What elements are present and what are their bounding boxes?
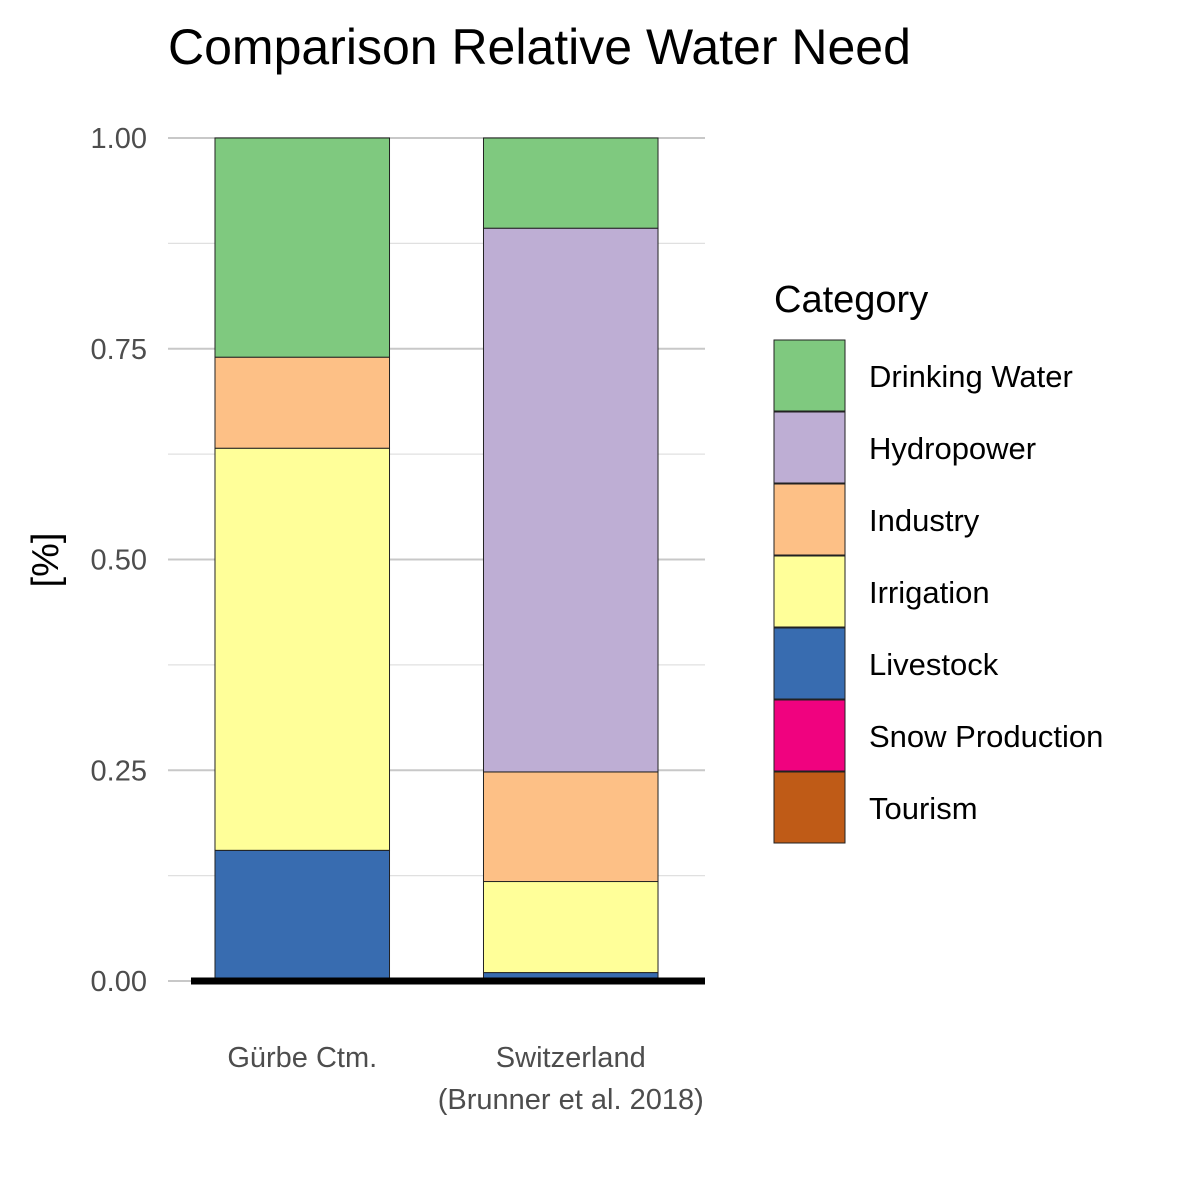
x-tick-label: (Brunner et al. 2018) [438, 1084, 704, 1116]
legend-label: Irrigation [869, 575, 990, 610]
legend-label: Industry [869, 503, 980, 538]
bar-segment-industry [482, 771, 659, 883]
bar-segment-irrigation [482, 881, 659, 974]
y-tick-label: 1.00 [91, 123, 147, 155]
legend-key-snow-production [773, 699, 846, 772]
legend-key-tourism [773, 771, 846, 844]
bar-segment-industry [214, 356, 391, 449]
x-tick-labels: Gürbe Ctm. Switzerland (Brunner et al. 201… [227, 1042, 703, 1116]
y-tick-label: 0.25 [91, 755, 147, 787]
y-tick-label: 0.50 [91, 545, 147, 577]
chart-title: Comparison Relative Water Need [168, 19, 911, 75]
legend-title: Category [774, 279, 928, 321]
x-tick-label: Switzerland [496, 1042, 646, 1074]
bar-segment-drinking-water [214, 137, 391, 358]
legend-key-drinking-water [773, 339, 846, 412]
y-tick-label: 0.00 [91, 966, 147, 998]
bars [214, 137, 659, 982]
x-tick-label: Gürbe Ctm. [227, 1042, 377, 1074]
bar-segment-drinking-water [482, 137, 659, 229]
bar-segment-hydropower [482, 227, 659, 773]
y-tick-labels: 0.00 0.25 0.50 0.75 1.00 [91, 123, 147, 998]
legend-key-hydropower [773, 411, 846, 484]
legend: Drinking Water Hydropower Industry Irrigati… [773, 339, 1103, 844]
legend-key-irrigation [773, 555, 846, 628]
legend-key-industry [773, 483, 846, 556]
legend-label: Hydropower [869, 431, 1036, 466]
bar-segment-livestock [214, 849, 391, 982]
y-axis-label: [%] [25, 533, 67, 588]
legend-label: Drinking Water [869, 359, 1073, 394]
y-tick-label: 0.75 [91, 334, 147, 366]
legend-label: Tourism [869, 791, 978, 826]
bar-segment-irrigation [214, 447, 391, 851]
legend-label: Livestock [869, 647, 999, 682]
legend-key-livestock [773, 627, 846, 700]
legend-label: Snow Production [869, 719, 1103, 754]
